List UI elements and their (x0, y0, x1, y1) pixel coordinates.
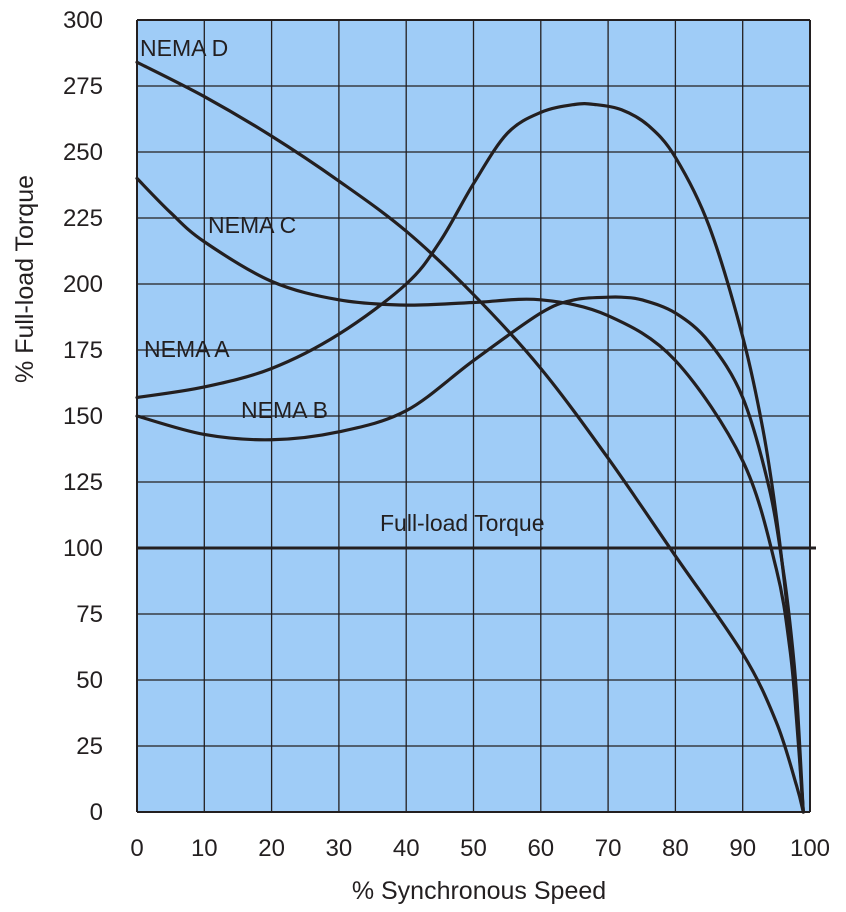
x-tick-label: 0 (130, 835, 143, 862)
nema-c-label: NEMA C (208, 212, 296, 238)
full-load-torque-label: Full-load Torque (380, 510, 545, 536)
x-tick-label: 20 (258, 835, 285, 862)
y-tick-label: 225 (63, 205, 103, 232)
curve-labels: NEMA D NEMA C NEMA A NEMA B Full-load Torque (140, 35, 545, 536)
nema-b-curve (135, 295, 805, 814)
x-tick-label: 40 (393, 835, 420, 862)
grid (136, 19, 811, 813)
curves (135, 60, 805, 814)
y-tick-label: 300 (63, 7, 103, 34)
y-tick-label: 125 (63, 469, 103, 496)
y-tick-label: 200 (63, 271, 103, 298)
x-tick-label: 80 (662, 835, 689, 862)
y-tick-label: 175 (63, 337, 103, 364)
nema-c-curve (135, 176, 805, 814)
nema-a-label: NEMA A (144, 336, 230, 362)
y-tick-label: 25 (76, 733, 103, 760)
x-tick-label: 50 (460, 835, 487, 862)
nema-b-label: NEMA B (241, 397, 328, 423)
nema-d-curve (135, 60, 805, 814)
x-tick-label: 100 (790, 835, 830, 862)
nema-d-label: NEMA D (140, 35, 228, 61)
x-tick-label: 30 (326, 835, 353, 862)
y-tick-label: 75 (76, 601, 103, 628)
y-tick-label: 275 (63, 73, 103, 100)
y-tick-label: 150 (63, 403, 103, 430)
tick-labels: 0 10 20 30 40 50 60 70 80 90 100 0 25 50 75 100 125 150 17… (63, 7, 830, 862)
x-tick-label: 60 (527, 835, 554, 862)
x-tick-label: 10 (191, 835, 218, 862)
x-axis-title: % Synchronous Speed (352, 877, 606, 905)
y-axis-title: % Full-load Torque (11, 175, 39, 383)
x-tick-label: 90 (729, 835, 756, 862)
x-tick-label: 70 (595, 835, 622, 862)
y-tick-label: 100 (63, 535, 103, 562)
y-tick-label: 250 (63, 139, 103, 166)
y-tick-label: 50 (76, 667, 103, 694)
y-tick-label: 0 (90, 799, 103, 826)
